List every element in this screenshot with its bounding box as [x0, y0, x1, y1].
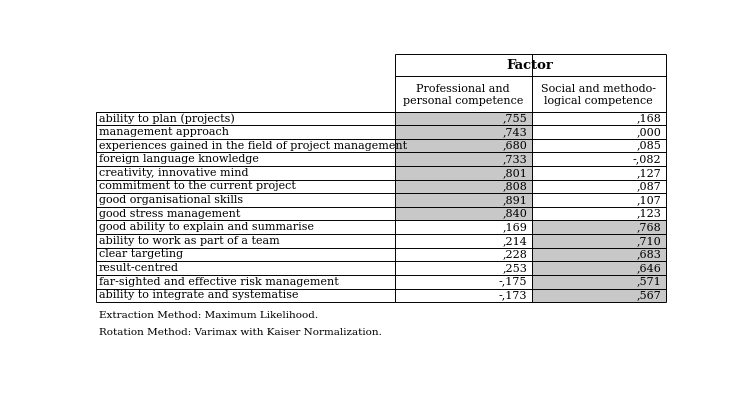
Text: experiences gained in the field of project management: experiences gained in the field of proje…: [99, 141, 406, 150]
Bar: [96, 261, 395, 275]
Bar: [532, 180, 666, 193]
Text: ,768: ,768: [637, 222, 661, 232]
Text: ,228: ,228: [502, 249, 527, 259]
Bar: [395, 193, 532, 207]
Text: Professional and: Professional and: [416, 84, 510, 94]
Bar: [395, 125, 532, 139]
Bar: [395, 248, 532, 261]
Text: ,891: ,891: [502, 195, 527, 205]
Bar: [532, 139, 666, 152]
Bar: [96, 234, 395, 248]
Text: Factor: Factor: [507, 59, 554, 72]
Bar: [96, 275, 395, 289]
Bar: [395, 53, 666, 76]
Text: commitment to the current project: commitment to the current project: [99, 181, 296, 191]
Text: Social and methodo-: Social and methodo-: [541, 84, 656, 94]
Bar: [532, 166, 666, 180]
Text: ,571: ,571: [637, 277, 661, 287]
Text: ,087: ,087: [637, 181, 661, 191]
Text: ,808: ,808: [502, 181, 527, 191]
Text: foreign language knowledge: foreign language knowledge: [99, 154, 259, 164]
Bar: [532, 248, 666, 261]
Bar: [395, 234, 532, 248]
Bar: [395, 289, 532, 302]
Bar: [96, 152, 395, 166]
Text: logical competence: logical competence: [545, 96, 653, 106]
Text: -,173: -,173: [499, 290, 527, 300]
Bar: [96, 180, 395, 193]
Text: clear targeting: clear targeting: [99, 249, 183, 259]
Bar: [96, 53, 666, 302]
Bar: [96, 207, 395, 221]
Text: ,680: ,680: [502, 141, 527, 150]
Bar: [96, 221, 395, 234]
Bar: [532, 193, 666, 207]
Bar: [532, 289, 666, 302]
Text: Rotation Method: Varimax with Kaiser Normalization.: Rotation Method: Varimax with Kaiser Nor…: [99, 328, 381, 337]
Text: good ability to explain and summarise: good ability to explain and summarise: [99, 222, 314, 232]
Bar: [395, 275, 532, 289]
Text: Extraction Method: Maximum Likelihood.: Extraction Method: Maximum Likelihood.: [99, 311, 318, 320]
Bar: [96, 248, 395, 261]
Bar: [96, 193, 395, 207]
Bar: [395, 112, 532, 125]
Text: ,107: ,107: [637, 195, 661, 205]
Bar: [532, 221, 666, 234]
Bar: [532, 261, 666, 275]
Text: ,743: ,743: [502, 127, 527, 137]
Text: ,127: ,127: [637, 168, 661, 178]
Bar: [395, 180, 532, 193]
Text: ability to integrate and systematise: ability to integrate and systematise: [99, 290, 298, 300]
Bar: [395, 139, 532, 152]
Text: far-sighted and effective risk management: far-sighted and effective risk managemen…: [99, 277, 338, 287]
Text: ,085: ,085: [636, 141, 661, 150]
Bar: [532, 112, 666, 125]
Bar: [395, 152, 532, 166]
Text: ,755: ,755: [502, 113, 527, 124]
Bar: [532, 152, 666, 166]
Text: ,646: ,646: [636, 263, 661, 273]
Bar: [395, 261, 532, 275]
Text: good organisational skills: good organisational skills: [99, 195, 243, 205]
Text: -,175: -,175: [499, 277, 527, 287]
Text: ,710: ,710: [637, 236, 661, 246]
Text: management approach: management approach: [99, 127, 229, 137]
Text: ability to plan (projects): ability to plan (projects): [99, 113, 234, 124]
Text: ,840: ,840: [502, 209, 527, 219]
Text: -,082: -,082: [632, 154, 661, 164]
Text: personal competence: personal competence: [403, 96, 523, 106]
Bar: [395, 221, 532, 234]
Bar: [395, 207, 532, 221]
Bar: [96, 139, 395, 152]
Text: ,801: ,801: [502, 168, 527, 178]
Text: ,123: ,123: [636, 209, 661, 219]
Bar: [532, 234, 666, 248]
Text: creativity, innovative mind: creativity, innovative mind: [99, 168, 248, 178]
Bar: [96, 166, 395, 180]
Bar: [96, 289, 395, 302]
Text: ,567: ,567: [637, 290, 661, 300]
Bar: [395, 166, 532, 180]
Bar: [395, 76, 666, 112]
Text: ,169: ,169: [502, 222, 527, 232]
Text: good stress management: good stress management: [99, 209, 240, 219]
Text: ,733: ,733: [502, 154, 527, 164]
Text: result-centred: result-centred: [99, 263, 178, 273]
Bar: [96, 112, 395, 125]
Bar: [96, 125, 395, 139]
Text: ,253: ,253: [502, 263, 527, 273]
Bar: [532, 125, 666, 139]
Text: ability to work as part of a team: ability to work as part of a team: [99, 236, 279, 246]
Text: ,683: ,683: [636, 249, 661, 259]
Text: ,000: ,000: [636, 127, 661, 137]
Bar: [532, 275, 666, 289]
Text: ,214: ,214: [502, 236, 527, 246]
Bar: [532, 207, 666, 221]
Text: ,168: ,168: [636, 113, 661, 124]
